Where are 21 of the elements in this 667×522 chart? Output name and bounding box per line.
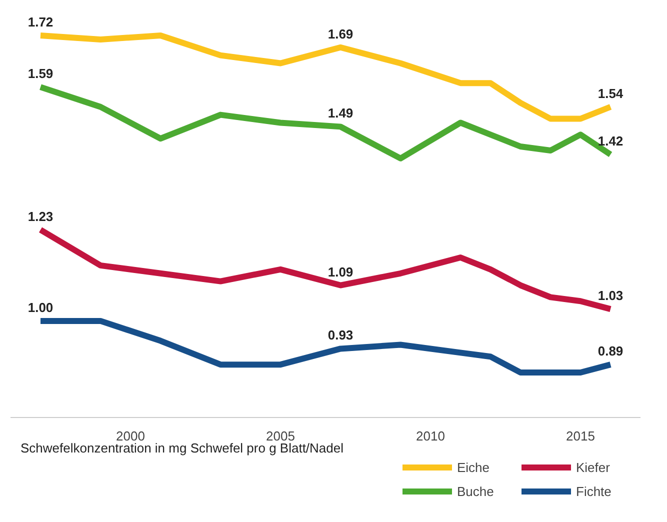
data-label: 1.09: [328, 264, 354, 280]
text: Schwefelkonzentration in mg Schwefel pro g Blatt/Nadel: [20, 440, 344, 456]
legend-label: Fichte: [576, 484, 612, 498]
data-label: 0.93: [328, 328, 354, 343]
data-label: 1.49: [328, 106, 354, 121]
data-label: 1.00: [28, 300, 54, 315]
legend-label: Buche: [457, 484, 495, 498]
legend-label: Kiefer: [576, 460, 611, 474]
data-label: 1.54: [598, 86, 624, 101]
data-label: 1.69: [328, 26, 354, 42]
data-label: 1.42: [598, 133, 624, 148]
x-tick-label: 2015: [566, 428, 595, 444]
data-label: 1.23: [28, 208, 54, 224]
data-label: 1.03: [598, 288, 624, 304]
x-tick-label: 2010: [416, 428, 445, 444]
x-tick-label: 2000: [116, 428, 145, 444]
data-label: 1.59: [28, 66, 54, 82]
x-tick-label: 2005: [266, 428, 295, 444]
data-label: 1.72: [28, 14, 54, 30]
data-label: 0.89: [598, 344, 624, 359]
legend-label: Eiche: [457, 460, 491, 474]
